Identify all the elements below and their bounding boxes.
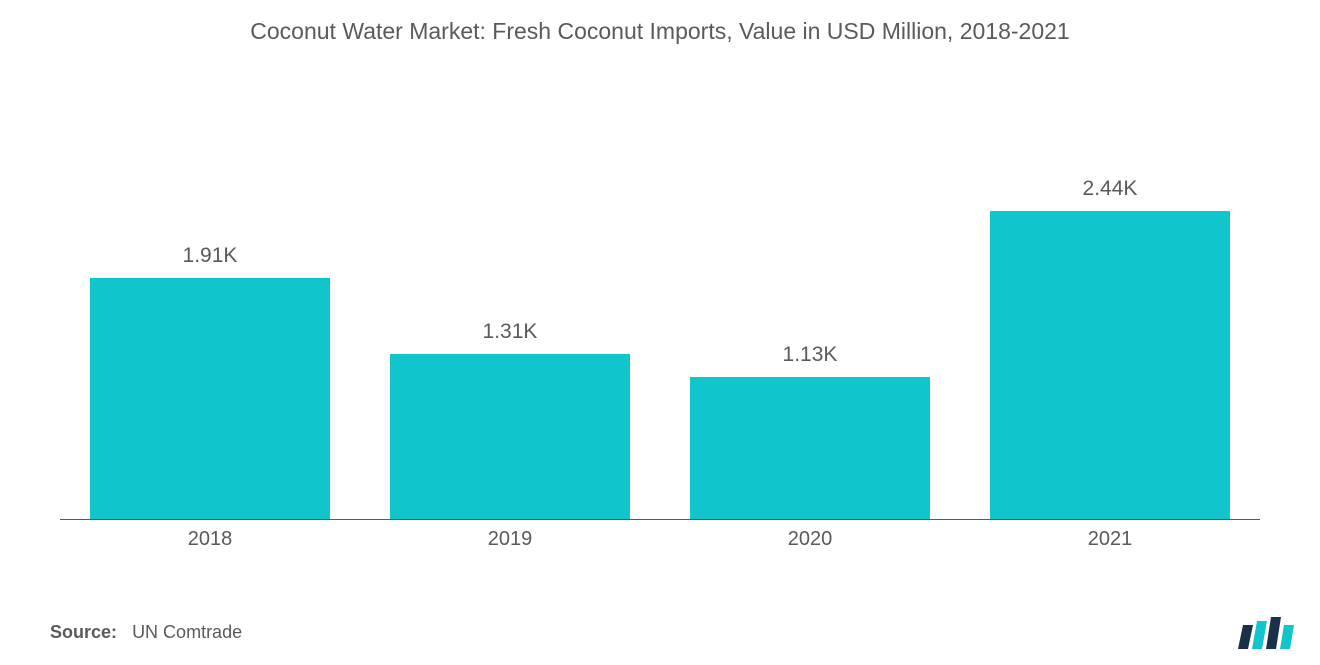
source-prefix: Source:: [50, 622, 117, 642]
bar-2: [690, 377, 930, 520]
source-text: [122, 622, 132, 642]
bar-slot-0: 1.91K: [60, 244, 360, 520]
bar-slot-3: 2.44K: [960, 177, 1260, 520]
chart-title: Coconut Water Market: Fresh Coconut Impo…: [0, 0, 1320, 45]
brand-logo-icon: [1236, 615, 1296, 651]
bar-slot-1: 1.31K: [360, 320, 660, 520]
bars-row: 1.91K 1.31K 1.13K 2.44K: [60, 100, 1260, 520]
bar-value-label: 2.44K: [1083, 177, 1138, 201]
bar-value-label: 1.13K: [783, 343, 838, 367]
source-value: UN Comtrade: [132, 622, 242, 642]
x-axis-label: 2018: [60, 528, 360, 551]
logo-bars: [1238, 617, 1294, 649]
x-axis-line: [60, 519, 1260, 520]
bar-0: [90, 278, 330, 520]
x-axis-label: 2020: [660, 528, 960, 551]
x-axis-labels: 2018 2019 2020 2021: [60, 528, 1260, 551]
bar-value-label: 1.31K: [483, 320, 538, 344]
x-axis-label: 2021: [960, 528, 1260, 551]
bar-1: [390, 354, 630, 520]
bar-slot-2: 1.13K: [660, 343, 960, 520]
bar-3: [990, 211, 1230, 520]
x-axis-label: 2019: [360, 528, 660, 551]
bar-value-label: 1.91K: [183, 244, 238, 268]
plot-area: 1.91K 1.31K 1.13K 2.44K: [60, 100, 1260, 520]
source-line: Source: UN Comtrade: [50, 622, 242, 643]
